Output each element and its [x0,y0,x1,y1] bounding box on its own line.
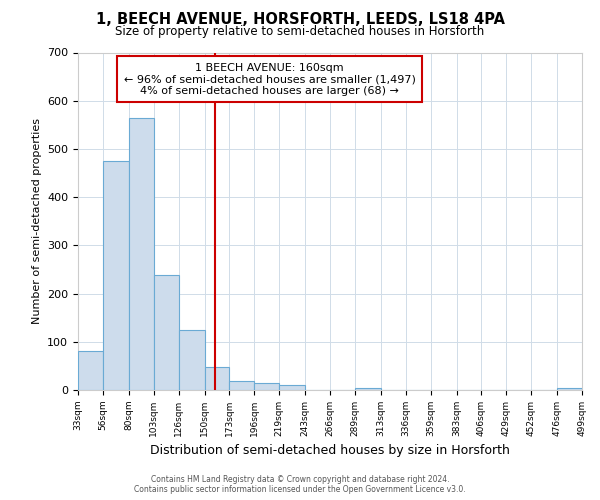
Bar [229,382,254,390]
X-axis label: Distribution of semi-detached houses by size in Horsforth: Distribution of semi-detached houses by … [150,444,510,458]
Bar [355,388,381,390]
Bar [179,330,205,390]
Bar [129,118,154,390]
Text: 1, BEECH AVENUE, HORSFORTH, LEEDS, LS18 4PA: 1, BEECH AVENUE, HORSFORTH, LEEDS, LS18 … [95,12,505,28]
Text: Contains HM Land Registry data © Crown copyright and database right 2024.
Contai: Contains HM Land Registry data © Crown c… [134,474,466,494]
Y-axis label: Number of semi-detached properties: Number of semi-detached properties [32,118,41,324]
Bar [557,388,582,390]
Bar [154,275,179,390]
Text: 1 BEECH AVENUE: 160sqm
← 96% of semi-detached houses are smaller (1,497)
4% of s: 1 BEECH AVENUE: 160sqm ← 96% of semi-det… [124,62,415,96]
Text: Size of property relative to semi-detached houses in Horsforth: Size of property relative to semi-detach… [115,25,485,38]
Bar [78,352,103,390]
Bar [205,367,229,390]
Bar [279,385,305,390]
Bar [103,161,129,390]
Bar [254,383,279,390]
